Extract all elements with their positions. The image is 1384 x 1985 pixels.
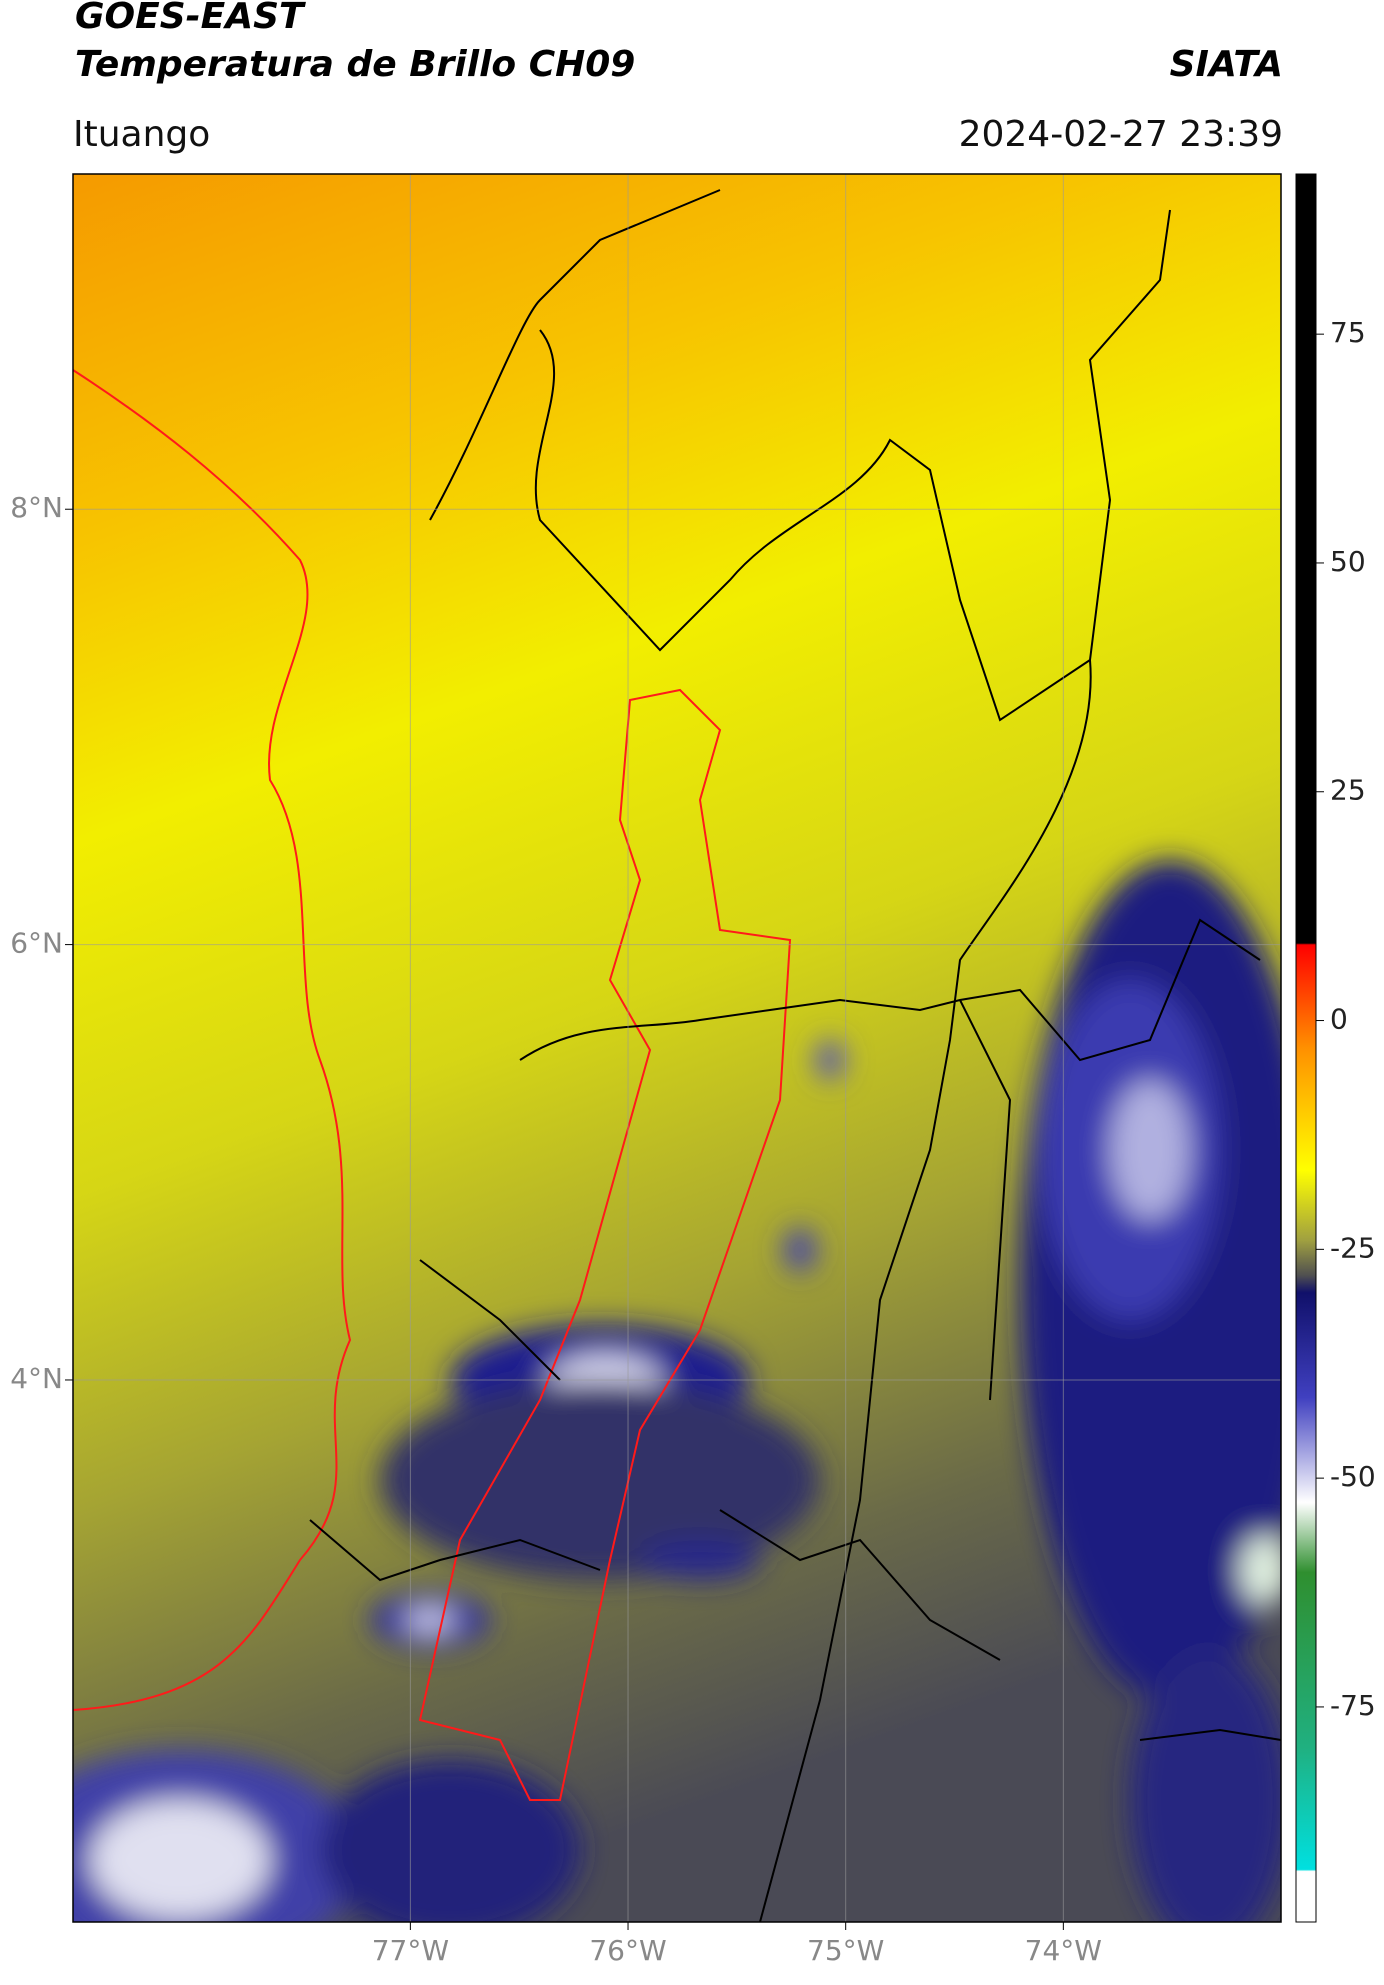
lon-tick-label: 75°W xyxy=(807,1934,884,1967)
lon-tick-label: 77°W xyxy=(372,1934,449,1967)
map-frame xyxy=(72,173,1282,1923)
datetime: 2024-02-27 23:39 xyxy=(959,114,1283,155)
colorbar-tick-label: -25 xyxy=(1330,1231,1376,1264)
title: Temperatura de Brillo CH09 xyxy=(75,44,635,85)
colorbar-tick-label: 50 xyxy=(1330,545,1366,578)
map-image xyxy=(73,174,1281,1922)
lat-tick-label: 4°N xyxy=(10,1362,63,1395)
colorbar-tick-label: 75 xyxy=(1330,316,1366,349)
lon-tick-label: 76°W xyxy=(589,1934,666,1967)
agency: SIATA xyxy=(1170,44,1283,85)
title: GOES-EAST xyxy=(75,0,306,37)
colorbar-tick-label: 25 xyxy=(1330,774,1366,807)
colorbar-tick-label: -75 xyxy=(1330,1689,1376,1722)
colorbar-tick-label: 0 xyxy=(1330,1003,1348,1036)
lon-tick-label: 74°W xyxy=(1025,1934,1102,1967)
lat-tick-label: 8°N xyxy=(10,491,63,524)
colorbar xyxy=(1295,173,1317,1923)
lat-tick-label: 6°N xyxy=(10,927,63,960)
location: Ituango xyxy=(73,114,210,155)
colorbar-tick-label: -50 xyxy=(1330,1460,1376,1493)
